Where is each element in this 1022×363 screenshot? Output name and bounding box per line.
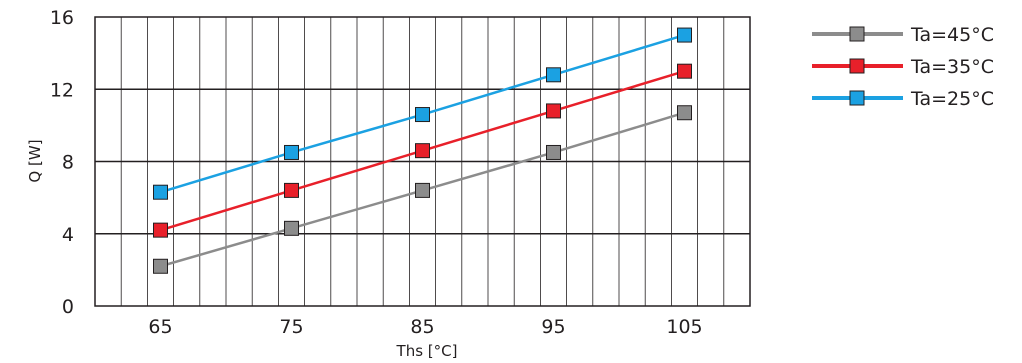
data-point — [415, 107, 430, 123]
series-2 — [153, 27, 692, 200]
legend-marker — [849, 58, 865, 74]
data-point — [415, 182, 430, 198]
data-point — [546, 67, 561, 83]
data-point — [677, 63, 692, 79]
y-tick-label: 12 — [50, 79, 74, 101]
x-tick-label: 95 — [541, 316, 565, 338]
y-axis-title: Q [W] — [26, 139, 44, 182]
data-point — [153, 184, 168, 200]
x-tick-label: 105 — [666, 316, 702, 338]
data-point — [677, 105, 692, 121]
legend-label: Ta=45°C — [910, 24, 994, 46]
legend-item: Ta=25°C — [812, 88, 994, 110]
x-axis-title: Ths [°C] — [396, 342, 458, 360]
y-tick-labels: 0 4 8 12 16 — [50, 7, 74, 318]
legend: Ta=45°C Ta=35°C Ta=25°C — [812, 24, 994, 110]
x-tick-label: 85 — [410, 316, 434, 338]
data-point — [284, 144, 299, 160]
series-1 — [153, 63, 692, 238]
data-point — [546, 144, 561, 160]
data-point — [284, 220, 299, 236]
data-point — [153, 222, 168, 238]
data-point — [153, 258, 168, 274]
data-point — [284, 182, 299, 198]
legend-label: Ta=35°C — [910, 56, 994, 78]
x-tick-label: 65 — [148, 316, 172, 338]
y-tick-label: 8 — [62, 152, 74, 174]
legend-marker — [849, 90, 865, 106]
x-tick-labels: 65 75 85 95 105 — [148, 316, 702, 338]
legend-item: Ta=45°C — [812, 24, 994, 46]
legend-item: Ta=35°C — [812, 56, 994, 78]
data-point — [415, 143, 430, 159]
data-point — [546, 103, 561, 119]
plot-frame — [94, 16, 751, 307]
major-gridlines — [95, 88, 750, 235]
data-point — [677, 27, 692, 43]
legend-label: Ta=25°C — [910, 88, 994, 110]
series-layer — [153, 27, 692, 274]
y-tick-label: 4 — [62, 224, 74, 246]
x-tick-label: 75 — [279, 316, 303, 338]
y-tick-label: 16 — [50, 7, 74, 29]
legend-marker — [849, 26, 865, 42]
y-tick-label: 0 — [62, 296, 74, 318]
series-0 — [153, 105, 692, 274]
